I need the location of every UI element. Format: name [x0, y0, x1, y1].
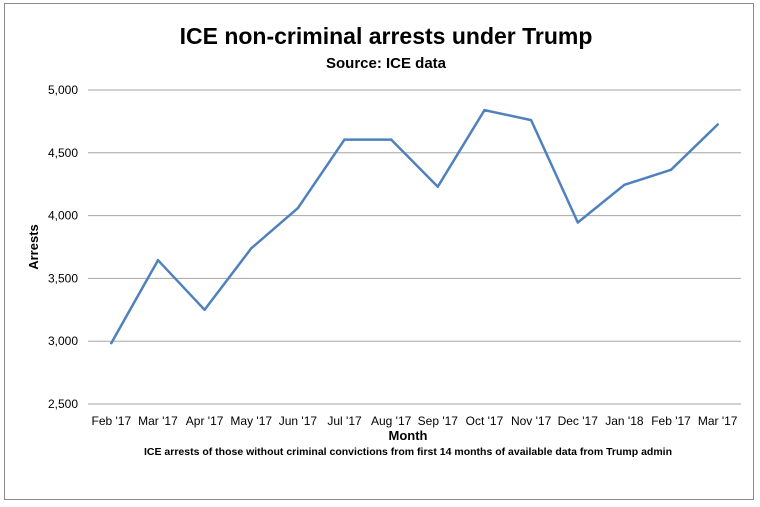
gridlines — [88, 89, 741, 405]
data-point — [436, 185, 440, 188]
x-tick-label: Oct '17 — [466, 414, 504, 428]
y-tick-label: 5,000 — [48, 83, 78, 97]
data-point — [156, 258, 160, 262]
y-tick-label: 4,500 — [48, 146, 78, 160]
x-tick-label: Jun '17 — [279, 414, 318, 428]
x-axis-ticks: Feb '17 Mar '17 Apr '17 May '17 Jun '17 Jul '… — [91, 414, 737, 428]
chart-title: ICE non-criminal arrests under Trump — [180, 23, 593, 49]
x-tick-label: Jan '18 — [605, 414, 644, 428]
data-point — [669, 168, 673, 171]
x-tick-label: Apr '17 — [186, 414, 224, 428]
data-point — [529, 118, 533, 122]
x-tick-label: Aug '17 — [371, 414, 412, 428]
x-tick-label: Mar '17 — [698, 414, 738, 428]
x-axis-label: Month — [389, 428, 428, 443]
data-point — [203, 308, 206, 311]
y-tick-label: 3,000 — [48, 334, 78, 348]
y-axis-ticks: 2,500 3,000 3,500 4,000 4,500 5,000 — [48, 83, 78, 411]
x-tick-label: May '17 — [230, 414, 272, 428]
x-tick-label: Jul '17 — [327, 414, 362, 428]
chart-footnote: ICE arrests of those without criminal co… — [144, 446, 672, 458]
data-point — [343, 138, 346, 141]
x-tick-label: Sep '17 — [418, 414, 459, 428]
x-tick-label: Feb '17 — [651, 414, 691, 428]
x-tick-label: Feb '17 — [91, 414, 131, 428]
y-axis-label: Arrests — [26, 224, 41, 270]
data-point — [389, 138, 393, 141]
data-point — [483, 108, 486, 112]
chart-subtitle: Source: ICE data — [326, 55, 447, 72]
series-line — [110, 108, 719, 345]
chart-frame — [4, 3, 754, 500]
data-point — [716, 123, 719, 126]
data-point — [623, 183, 626, 187]
data-point — [110, 341, 113, 345]
x-tick-label: Nov '17 — [511, 414, 552, 428]
y-tick-label: 3,500 — [48, 271, 78, 285]
y-tick-label: 4,000 — [48, 209, 78, 223]
x-tick-label: Mar '17 — [138, 414, 178, 428]
data-point — [296, 206, 300, 210]
x-tick-label: Dec '17 — [558, 414, 599, 428]
series-layer — [110, 108, 719, 345]
y-tick-label: 2,500 — [48, 397, 78, 411]
data-point — [250, 247, 253, 250]
data-point — [576, 221, 579, 224]
